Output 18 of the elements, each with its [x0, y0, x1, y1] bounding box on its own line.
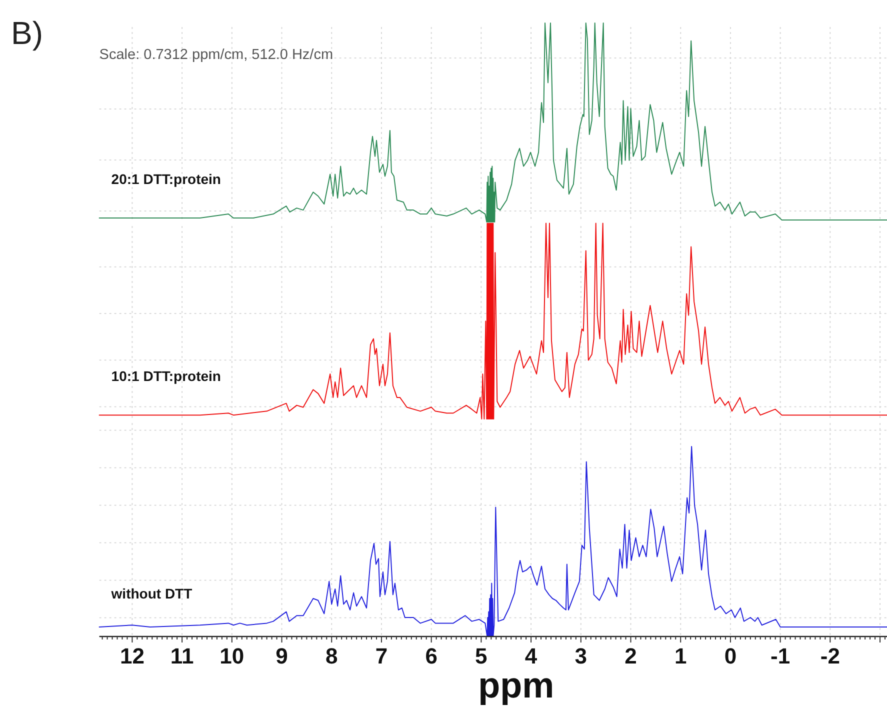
annotation: Scale: 0.7312 ppm/cm, 512.0 Hz/cm [99, 47, 334, 63]
x-tick-label: 3 [574, 644, 588, 668]
x-tick-label: 10 [220, 644, 244, 668]
x-tick-label: 1 [674, 644, 687, 668]
x-tick-label: -1 [770, 644, 790, 668]
chart-title: B) [11, 15, 43, 51]
x-tick-label: 9 [276, 644, 288, 668]
x-tick-label: 7 [375, 644, 388, 668]
x-tick-label: 0 [724, 644, 737, 668]
x-tick-label: 2 [624, 644, 637, 668]
x-tick-label: 11 [170, 644, 194, 668]
x-tick-label: 12 [120, 644, 144, 668]
text: 10:1 DTT:protein [111, 368, 221, 384]
x-tick-label: 6 [425, 644, 438, 668]
series-label: without DTT [110, 586, 193, 602]
x-tick-label: 8 [325, 644, 338, 668]
x-tick-label: -2 [820, 644, 840, 668]
series-label: 20:1 DTT:protein [111, 171, 221, 187]
